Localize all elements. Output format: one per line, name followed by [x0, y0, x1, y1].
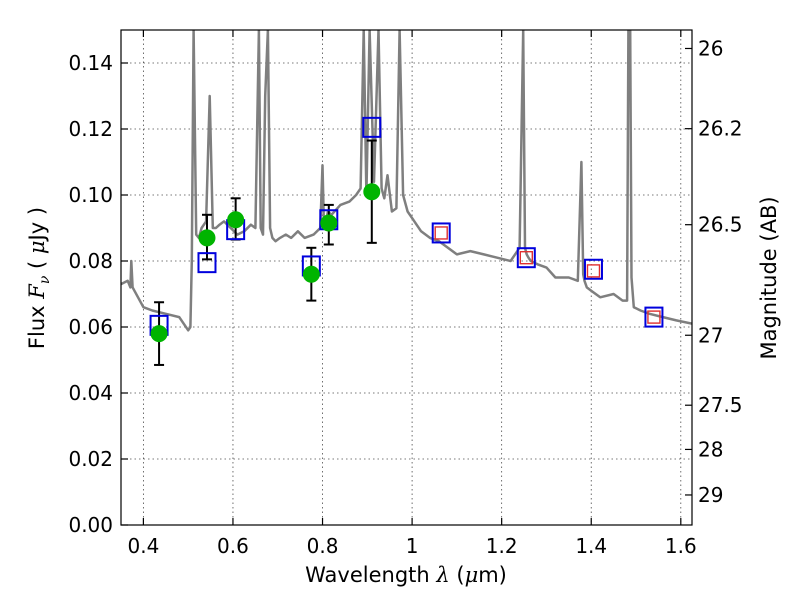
y-tick-label: 0.02 — [68, 447, 113, 471]
y-axis-label: Flux Fν ( μJy ) — [25, 207, 53, 349]
y-tick-label: 0.14 — [68, 51, 113, 75]
observed-point — [302, 265, 320, 283]
x-tick-label: 1.6 — [665, 534, 697, 558]
model-photometry-square — [362, 116, 382, 138]
right-tick-label: 26.2 — [698, 117, 743, 141]
x-tick-label: 1 — [406, 534, 419, 558]
right-tick-label: 26.5 — [698, 213, 743, 237]
tick-labels: 0.4 0.6 0.8 1 1.2 1.4 1.6 0.00 0.02 0.04 0.06 0.08 0… — [68, 36, 742, 558]
x-tick-label: 0.6 — [217, 534, 249, 558]
x-tick-label: 1.4 — [575, 534, 607, 558]
plot-area — [121, 30, 692, 366]
right-tick-label: 29 — [698, 483, 723, 507]
right-tick-label: 27.5 — [698, 393, 743, 417]
observed-point — [363, 183, 381, 201]
nir-model-square — [647, 310, 661, 324]
nir-model-square — [586, 264, 601, 278]
right-tick-label: 26 — [698, 36, 723, 60]
model-sed-line — [121, 30, 692, 332]
model-photometry-square — [644, 306, 664, 328]
right-tick-label: 27 — [698, 323, 723, 347]
model-photometry-square — [197, 252, 217, 274]
nir-model-square — [434, 226, 448, 240]
x-axis-label: Wavelength λ (μm) — [305, 563, 507, 587]
right-tick-label: 28 — [698, 437, 723, 461]
right-axis-label: Magnitude (AB) — [757, 196, 781, 359]
x-tick-label: 0.8 — [307, 534, 339, 558]
observed-point — [198, 229, 216, 247]
observed-point — [320, 214, 338, 232]
model-photometry-square — [516, 247, 536, 269]
y-tick-label: 0.10 — [68, 183, 113, 207]
y-tick-label: 0.08 — [68, 249, 113, 273]
x-tick-label: 0.4 — [127, 534, 159, 558]
y-tick-label: 0.12 — [68, 117, 113, 141]
plot-frame — [120, 29, 693, 526]
model-photometry-square — [431, 222, 451, 244]
observed-point — [150, 325, 168, 343]
grid — [121, 30, 692, 526]
y-tick-label: 0.04 — [68, 381, 113, 405]
observed-point — [227, 211, 245, 229]
y-tick-label: 0.06 — [68, 315, 113, 339]
x-tick-label: 1.2 — [486, 534, 518, 558]
axis-ticks — [121, 30, 692, 526]
y-tick-label: 0.00 — [68, 513, 113, 537]
model-photometry-square — [583, 258, 603, 280]
nir-model-square — [519, 250, 533, 265]
